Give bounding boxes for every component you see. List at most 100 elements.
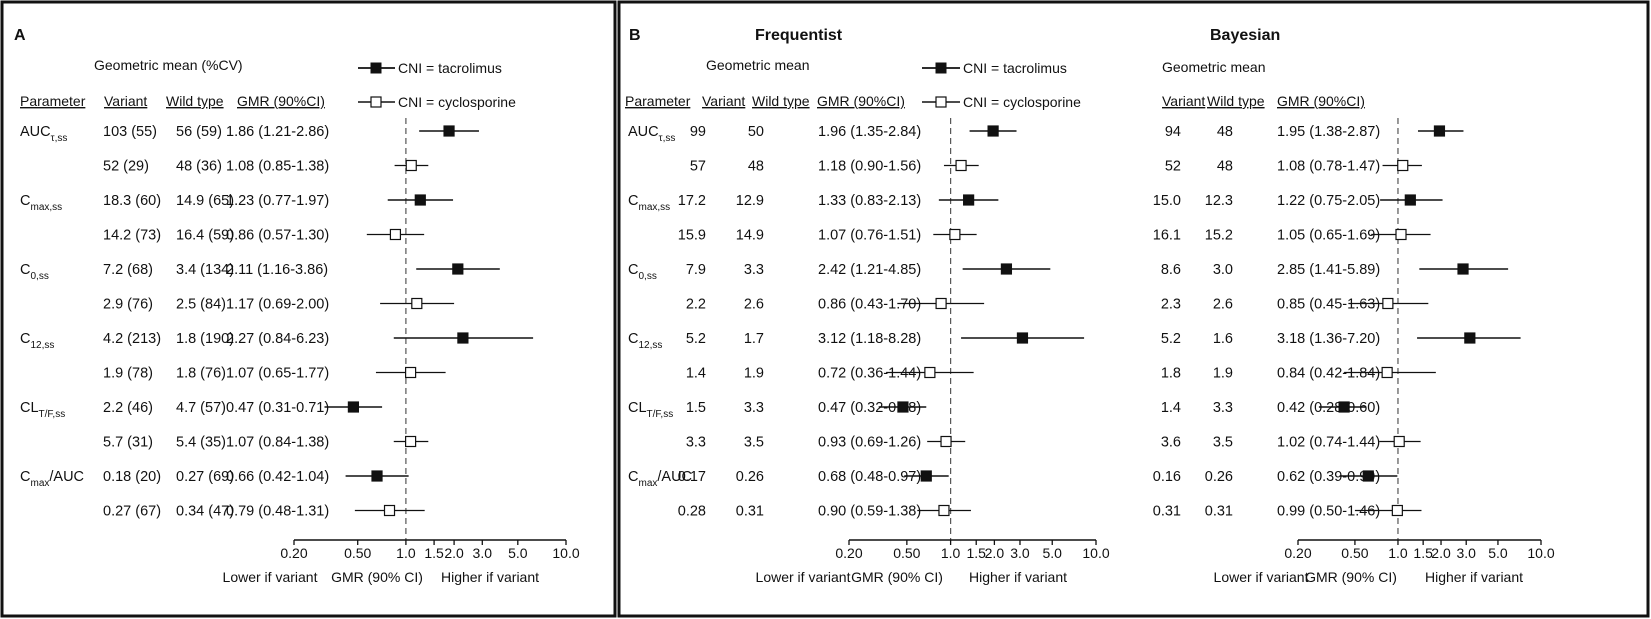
table-row: C12,ss 4.2 (213) 1.8 (190)2.27 (0.84-6.23) bbox=[20, 331, 534, 351]
wild-type-value: 16.4 (59) bbox=[176, 228, 234, 244]
point-estimate-cyclosporine bbox=[949, 228, 961, 241]
variant-value: 18.3 (60) bbox=[103, 193, 161, 209]
parameter-subscript: 12,ss bbox=[30, 340, 54, 351]
variant-value: 99 bbox=[690, 124, 706, 140]
panel-a-gmr-header: GMR (90%CI) bbox=[237, 93, 325, 109]
wild-type-value: 1.7 bbox=[744, 331, 764, 347]
point-estimate-tacrolimus bbox=[371, 470, 383, 482]
wild-type-value: 3.4 (134) bbox=[176, 262, 234, 278]
gmr-value: 1.95 (1.38-2.87) bbox=[1277, 124, 1380, 140]
variant-value: 0.27 (67) bbox=[103, 504, 161, 520]
wild-type-value: 15.2 bbox=[1205, 228, 1233, 244]
parameter-label: AUCτ,ss bbox=[628, 124, 675, 144]
variant-value: 17.2 bbox=[678, 193, 706, 209]
point-estimate-cyclosporine bbox=[1381, 366, 1393, 379]
parameter-subscript: max bbox=[30, 478, 49, 489]
point-estimate-cyclosporine bbox=[405, 366, 417, 379]
legend-a-tacrolimus-label: CNI = tacrolimus bbox=[398, 60, 502, 76]
wild-type-value: 5.4 (35) bbox=[176, 435, 226, 451]
wild-type-value: 1.8 (76) bbox=[176, 366, 226, 382]
x-label-lower-if-variant: Lower if variant bbox=[223, 569, 318, 585]
parameter-name: AUC bbox=[628, 124, 659, 140]
variant-value: 1.8 bbox=[1161, 366, 1181, 382]
parameter-name: CL bbox=[628, 400, 647, 416]
wild-type-value: 3.3 bbox=[744, 400, 764, 416]
panel-b-label: B bbox=[629, 27, 641, 44]
table-row: 5.7 (31) 5.4 (35) 1.07 (0.84-1.38) bbox=[103, 435, 429, 451]
variant-value: 0.18 (20) bbox=[103, 469, 161, 485]
x-tick-label: 0.50 bbox=[1341, 545, 1368, 561]
gmr-value: 0.47 (0.31-0.71) bbox=[226, 400, 329, 416]
panel-b-geomean-header: Geometric mean bbox=[706, 57, 809, 73]
x-tick-label: 10.0 bbox=[1082, 545, 1109, 561]
frequentist-title: Frequentist bbox=[755, 27, 843, 44]
variant-value: 5.2 bbox=[1161, 331, 1181, 347]
wild-type-value: 3.5 bbox=[744, 435, 764, 451]
x-tick-label: 2.0 bbox=[444, 545, 464, 561]
gmr-value: 0.84 (0.42-1.84) bbox=[1277, 366, 1380, 382]
wild-type-value: 14.9 (65) bbox=[176, 193, 234, 209]
point-estimate-tacrolimus bbox=[452, 263, 464, 275]
panel-a-wildtype-header: Wild type bbox=[166, 93, 224, 109]
legend-a-tacrolimus: CNI = tacrolimus bbox=[358, 60, 502, 76]
wild-type-value: 48 bbox=[748, 159, 764, 175]
variant-value: 8.6 bbox=[1161, 262, 1181, 278]
variant-value: 0.28 bbox=[678, 504, 706, 520]
wild-type-value: 3.5 bbox=[1213, 435, 1233, 451]
x-tick-label: 5.0 bbox=[1043, 545, 1063, 561]
gmr-value: 2.27 (0.84-6.23) bbox=[226, 331, 329, 347]
x-tick-label: 3.0 bbox=[1456, 545, 1476, 561]
table-row: 15.0 12.3 1.22 (0.75-2.05) bbox=[1153, 193, 1443, 209]
wild-type-value: 0.27 (69) bbox=[176, 469, 234, 485]
wild-type-value: 4.7 (57) bbox=[176, 400, 226, 416]
parameter-name: AUC bbox=[20, 124, 51, 140]
panel-a-label: A bbox=[14, 27, 26, 44]
panel-b-frame bbox=[617, 0, 1650, 618]
panel-a-variant-header: Variant bbox=[104, 93, 147, 109]
x-tick-label: 5.0 bbox=[1488, 545, 1508, 561]
point-estimate-cyclosporine bbox=[389, 228, 402, 241]
legend-b-cyclosporine: CNI = cyclosporine bbox=[922, 94, 1081, 110]
panel-a-parameter-header: Parameter bbox=[20, 93, 86, 109]
table-row: 0.28 0.31 0.90 (0.59-1.38) bbox=[678, 504, 971, 520]
panel-a-frame bbox=[0, 0, 617, 618]
variant-value: 2.3 bbox=[1161, 297, 1181, 313]
variant-value: 2.9 (76) bbox=[103, 297, 153, 313]
point-estimate-tacrolimus bbox=[1000, 263, 1013, 275]
gmr-value: 1.02 (0.74-1.44) bbox=[1277, 435, 1380, 451]
wild-type-value: 2.5 (84) bbox=[176, 297, 226, 313]
wild-type-value: 3.0 bbox=[1213, 262, 1233, 278]
variant-value: 7.9 bbox=[686, 262, 706, 278]
panel-b-variant-header: Variant bbox=[702, 93, 745, 109]
table-row: 1.4 1.9 0.72 (0.36-1.44) bbox=[686, 366, 974, 382]
parameter-name: C bbox=[628, 331, 638, 347]
gmr-value: 2.85 (1.41-5.89) bbox=[1277, 262, 1380, 278]
wild-type-value: 12.9 bbox=[736, 193, 764, 209]
table-row: 0.27 (67) 0.34 (47)0.79 (0.48-1.31) bbox=[103, 504, 425, 520]
table-row: 1.8 1.9 0.84 (0.42-1.84) bbox=[1161, 366, 1436, 382]
x-tick-label: 10.0 bbox=[1527, 545, 1554, 561]
point-estimate-tacrolimus bbox=[457, 332, 469, 344]
x-tick-label: 2.0 bbox=[1431, 545, 1451, 561]
variant-value: 1.4 bbox=[686, 366, 706, 382]
table-row: 2.9 (76) 2.5 (84) 1.17 (0.69-2.00) bbox=[103, 297, 455, 313]
parameter-label: AUCτ,ss bbox=[20, 124, 67, 144]
x-tick-label: 1.0 bbox=[1388, 545, 1408, 561]
wild-type-value: 0.26 bbox=[736, 469, 764, 485]
x-label-lower-if-variant: Lower if variant bbox=[756, 569, 851, 585]
variant-value: 52 bbox=[1165, 159, 1181, 175]
point-estimate-cyclosporine bbox=[938, 504, 950, 517]
point-estimate-cyclosporine bbox=[405, 435, 417, 448]
parameter-subscript: τ,ss bbox=[659, 133, 676, 144]
x-tick-label: 0.20 bbox=[1284, 545, 1311, 561]
point-estimate-tacrolimus bbox=[897, 401, 909, 413]
variant-value: 57 bbox=[690, 159, 706, 175]
wild-type-value: 3.3 bbox=[1213, 400, 1233, 416]
gmr-value: 3.18 (1.36-7.20) bbox=[1277, 331, 1380, 347]
wild-type-value: 0.34 (47) bbox=[176, 504, 234, 520]
table-row: 1.4 3.3 0.42 (0.28-0.60) bbox=[1161, 400, 1380, 416]
gmr-value: 2.42 (1.21-4.85) bbox=[818, 262, 921, 278]
legend-a-cyclosporine: CNI = cyclosporine bbox=[358, 94, 516, 110]
